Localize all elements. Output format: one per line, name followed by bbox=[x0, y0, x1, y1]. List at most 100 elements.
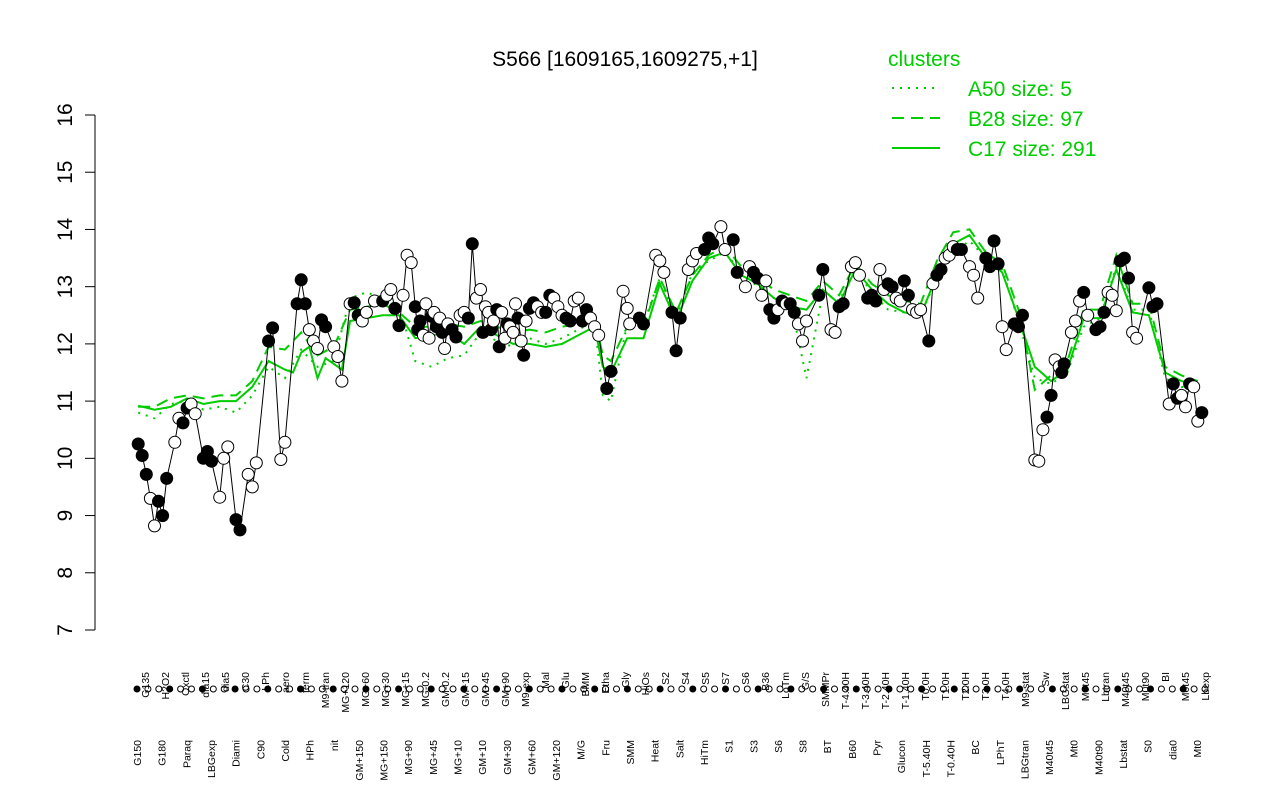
x-marker bbox=[820, 685, 828, 693]
x-marker bbox=[525, 685, 533, 693]
x-marker bbox=[602, 685, 610, 693]
cluster-line-solid bbox=[137, 233, 1198, 411]
x-marker bbox=[558, 685, 566, 693]
x-tick-label: Glu bbox=[560, 672, 572, 689]
x-tick-label: MG+90 bbox=[403, 740, 415, 775]
x-marker bbox=[536, 685, 544, 693]
data-point bbox=[517, 348, 531, 362]
x-marker bbox=[1179, 685, 1187, 693]
x-marker bbox=[961, 685, 969, 693]
x-tick-label: S6 bbox=[740, 672, 752, 685]
x-marker bbox=[754, 685, 762, 693]
data-point bbox=[999, 343, 1013, 357]
data-point bbox=[245, 480, 259, 494]
x-marker bbox=[591, 685, 599, 693]
data-point bbox=[135, 449, 149, 462]
x-marker bbox=[1081, 685, 1089, 693]
x-tick-label: M9-tran bbox=[320, 672, 332, 708]
data-point bbox=[987, 234, 1001, 248]
data-point bbox=[408, 300, 422, 314]
x-tick-label: HPh bbox=[305, 740, 317, 761]
x-tick-label: LPh bbox=[260, 672, 272, 691]
data-point bbox=[176, 416, 190, 430]
x-marker bbox=[787, 685, 795, 693]
x-tick-label: LoTm bbox=[780, 672, 792, 699]
data-point bbox=[449, 330, 463, 344]
x-marker bbox=[471, 685, 479, 693]
data-point bbox=[274, 453, 288, 466]
data-point bbox=[620, 301, 634, 315]
x-marker bbox=[297, 685, 304, 693]
x-marker bbox=[1059, 685, 1067, 693]
x-marker bbox=[318, 685, 326, 693]
data-point bbox=[1142, 281, 1156, 295]
x-marker bbox=[983, 685, 991, 693]
x-tick-label: S3 bbox=[748, 740, 760, 753]
x-tick-label: Lbexp bbox=[1200, 672, 1212, 701]
x-marker bbox=[514, 685, 522, 693]
x-marker bbox=[645, 685, 653, 693]
data-point bbox=[331, 350, 345, 363]
x-tick-label: GM-0.2 bbox=[440, 672, 452, 707]
x-tick-label: GM+10 bbox=[477, 740, 489, 775]
data-point bbox=[812, 288, 826, 302]
data-point bbox=[669, 344, 683, 358]
x-marker bbox=[732, 685, 740, 693]
data-point bbox=[600, 382, 614, 395]
x-tick-label: M40t45 bbox=[1044, 740, 1056, 775]
x-tick-label: M/G bbox=[576, 740, 588, 760]
data-point bbox=[294, 273, 308, 287]
x-marker bbox=[613, 685, 620, 693]
x-tick-label: G150 bbox=[132, 740, 144, 766]
data-point bbox=[922, 334, 936, 348]
x-tick-label: T-1.40H bbox=[900, 672, 912, 709]
x-marker bbox=[994, 685, 1002, 693]
x-tick-label: T-3.40H bbox=[860, 672, 872, 709]
x-marker bbox=[493, 685, 501, 693]
x-tick-label: S4 bbox=[680, 672, 692, 685]
data-point bbox=[971, 291, 985, 305]
x-tick-label: S0 bbox=[1143, 740, 1155, 753]
data-point bbox=[1016, 308, 1029, 322]
x-tick-label: B60 bbox=[847, 740, 859, 759]
x-tick-label: G/S bbox=[800, 672, 812, 690]
x-marker bbox=[1016, 685, 1024, 693]
data-point bbox=[160, 471, 174, 485]
x-tick-label: S5 bbox=[700, 672, 712, 685]
x-tick-label: Cold bbox=[280, 740, 292, 762]
x-tick-label: T-0.40H bbox=[945, 740, 957, 777]
x-tick-label: M40t45 bbox=[1120, 672, 1132, 707]
x-marker bbox=[547, 685, 555, 693]
data-point bbox=[1166, 377, 1180, 391]
data-point bbox=[1109, 304, 1123, 318]
x-tick-label: MG+30 bbox=[380, 672, 392, 707]
x-marker bbox=[133, 685, 141, 693]
x-marker bbox=[1038, 685, 1045, 693]
legend: clusters A50 size: 5 B28 size: 97 C17 size… bbox=[888, 48, 1096, 161]
x-marker bbox=[634, 685, 642, 693]
x-marker bbox=[939, 685, 947, 693]
x-tick-label: T1.0H bbox=[940, 672, 952, 701]
data-point bbox=[319, 320, 333, 334]
data-point bbox=[1012, 320, 1025, 334]
data-point bbox=[571, 291, 585, 305]
x-marker bbox=[155, 685, 163, 693]
x-marker bbox=[885, 685, 893, 693]
data-point bbox=[392, 319, 406, 333]
x-marker bbox=[1005, 685, 1013, 693]
x-tick-label: G180 bbox=[157, 740, 169, 766]
x-marker bbox=[504, 685, 511, 693]
data-point bbox=[1032, 454, 1046, 468]
x-marker bbox=[188, 685, 195, 693]
x-tick-label: M0t45 bbox=[1180, 672, 1192, 701]
y-tick-label: 13 bbox=[54, 275, 77, 298]
data-point bbox=[1057, 357, 1071, 371]
x-marker bbox=[700, 685, 708, 693]
x-tick-label: LBGexp bbox=[206, 740, 218, 778]
data-point bbox=[168, 435, 182, 449]
x-marker bbox=[275, 685, 283, 693]
data-point bbox=[249, 456, 263, 470]
x-tick-label: S1 bbox=[724, 740, 736, 753]
y-tick-label: 12 bbox=[54, 332, 77, 355]
x-tick-label: MG+10 bbox=[452, 740, 464, 775]
